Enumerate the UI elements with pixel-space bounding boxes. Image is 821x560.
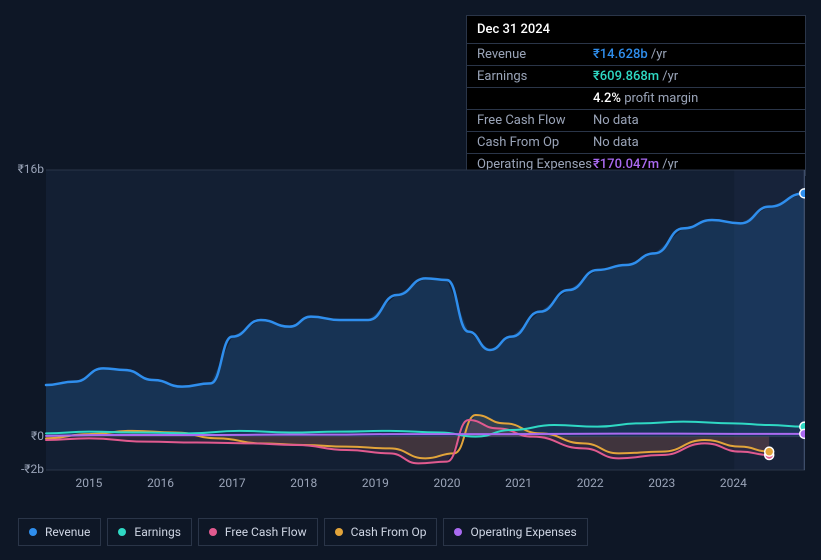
y-axis-label: -₹2b	[8, 462, 44, 476]
legend: Revenue Earnings Free Cash Flow Cash From O…	[18, 518, 588, 546]
tooltip-metric-value: No data	[593, 113, 639, 128]
chart-area: ₹16b₹0-₹2b 20152016201720182019202020212…	[18, 156, 805, 486]
data-tooltip: Dec 31 2024 Revenue₹14.628b /yrEarnings₹…	[466, 15, 806, 176]
x-axis-label: 2015	[69, 476, 109, 490]
line-chart-svg	[18, 156, 805, 486]
tooltip-metric-label: Earnings	[477, 69, 593, 84]
legend-color-dot	[29, 528, 37, 536]
tooltip-row: Cash From OpNo data	[467, 132, 805, 154]
legend-label: Earnings	[134, 525, 181, 539]
tooltip-row: Earnings₹609.868m /yr	[467, 66, 805, 88]
tooltip-metric-label: Revenue	[477, 47, 593, 62]
legend-label: Free Cash Flow	[225, 525, 307, 539]
tooltip-metric-value: No data	[593, 135, 639, 150]
legend-item[interactable]: Operating Expenses	[443, 518, 587, 546]
legend-color-dot	[454, 528, 462, 536]
legend-color-dot	[209, 528, 217, 536]
tooltip-row: Free Cash FlowNo data	[467, 110, 805, 132]
legend-item[interactable]: Cash From Op	[324, 518, 438, 546]
y-axis-label: ₹16b	[8, 162, 44, 176]
legend-label: Revenue	[45, 525, 90, 539]
legend-item[interactable]: Revenue	[18, 518, 101, 546]
legend-color-dot	[118, 528, 126, 536]
x-axis-label: 2016	[141, 476, 181, 490]
tooltip-metric-label: Cash From Op	[477, 135, 593, 150]
x-axis-label: 2018	[284, 476, 324, 490]
tooltip-metric-label: Free Cash Flow	[477, 113, 593, 128]
x-axis-label: 2019	[355, 476, 395, 490]
x-axis-label: 2023	[642, 476, 682, 490]
x-axis-label: 2021	[499, 476, 539, 490]
legend-label: Cash From Op	[351, 525, 427, 539]
legend-label: Operating Expenses	[470, 525, 576, 539]
legend-item[interactable]: Earnings	[107, 518, 192, 546]
tooltip-date: Dec 31 2024	[467, 16, 805, 44]
legend-item[interactable]: Free Cash Flow	[198, 518, 318, 546]
y-axis-label: ₹0	[8, 429, 44, 443]
tooltip-profit-margin: 4.2% profit margin	[467, 88, 805, 110]
tooltip-metric-value: ₹609.868m /yr	[593, 69, 678, 84]
legend-color-dot	[335, 528, 343, 536]
x-axis-label: 2020	[427, 476, 467, 490]
x-axis-label: 2024	[713, 476, 753, 490]
tooltip-row: Revenue₹14.628b /yr	[467, 44, 805, 66]
tooltip-metric-value: ₹14.628b /yr	[593, 47, 667, 62]
x-axis-label: 2022	[570, 476, 610, 490]
x-axis-label: 2017	[212, 476, 252, 490]
